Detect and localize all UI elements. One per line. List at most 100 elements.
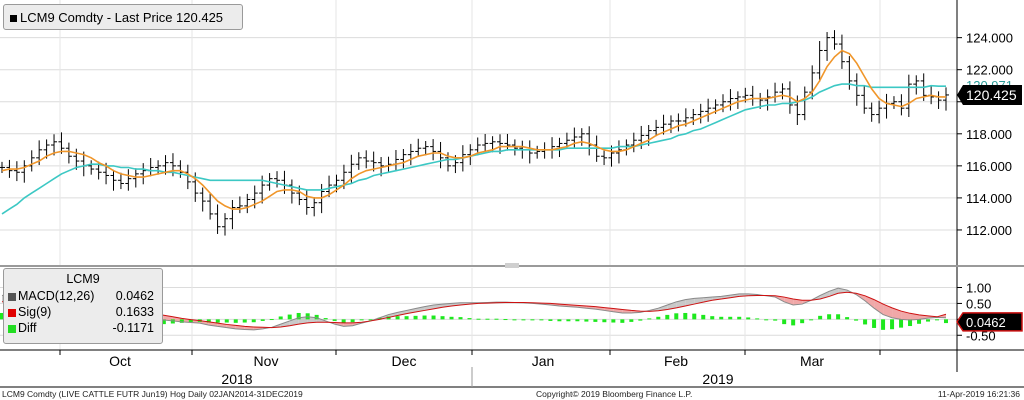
diff-bar xyxy=(917,319,922,324)
footer-timestamp: 11-Apr-2019 16:21:36 xyxy=(937,389,1020,399)
diff-bar xyxy=(431,315,436,320)
macd-last-flag: 0.0462 xyxy=(966,315,1006,330)
diff-bar xyxy=(557,319,562,322)
diff-bar xyxy=(404,316,409,320)
signal-legend-value: 0.1633 xyxy=(115,305,154,319)
diff-bar xyxy=(944,319,948,324)
diff-swatch xyxy=(8,324,16,333)
last-price-flag: 120.425 xyxy=(966,87,1017,103)
diff-bar xyxy=(269,319,274,321)
diff-bar xyxy=(755,318,760,320)
price-legend[interactable]: LCM9 Comdty - Last Price 120.425 xyxy=(3,4,243,30)
price-axis-ticks: 112.000 114.000 116.000 118.000 122.000 124.0… xyxy=(957,31,1013,238)
diff-bar xyxy=(260,319,265,321)
diff-bar xyxy=(710,316,715,320)
macd-fill-segment xyxy=(901,311,911,320)
diff-bar xyxy=(665,314,670,320)
diff-bar xyxy=(359,319,364,321)
diff-histogram xyxy=(0,312,948,330)
diff-bar xyxy=(593,319,598,322)
footer-bar: LCM9 Comdty (LIVE CATTLE FUTR Jun19) Hog… xyxy=(0,388,1024,400)
diff-bar xyxy=(341,319,346,323)
macd-fill-segment xyxy=(280,320,290,327)
diff-bar xyxy=(512,319,517,321)
diff-bar xyxy=(323,318,328,320)
moving-averages xyxy=(1,49,946,215)
price-tick-label: 116.000 xyxy=(966,159,1012,174)
diff-bar xyxy=(629,319,634,322)
diff-bar xyxy=(719,316,724,320)
diff-bar xyxy=(368,319,373,321)
signal-legend-label: Sig(9) xyxy=(18,305,52,319)
diff-bar xyxy=(863,319,868,325)
diff-bar xyxy=(926,319,931,322)
diff-bar xyxy=(179,319,184,323)
diff-bar xyxy=(773,319,778,321)
fast-moving-average xyxy=(1,49,946,210)
diff-bar xyxy=(350,319,355,323)
main-gridlines xyxy=(0,0,957,265)
macd-tick-label: 1.00 xyxy=(966,281,991,296)
footer-security-info: LCM9 Comdty (LIVE CATTLE FUTR Jun19) Hog… xyxy=(2,389,303,399)
diff-bar xyxy=(314,314,319,320)
diff-bar xyxy=(530,319,535,321)
month-label: Feb xyxy=(664,353,688,369)
macd-fill-segment xyxy=(838,288,848,294)
main-panel xyxy=(0,0,957,265)
panel-splitter-handle[interactable] xyxy=(505,263,519,268)
diff-bar xyxy=(728,316,733,320)
macd-tick-label: -0.50 xyxy=(966,328,996,343)
diff-bar xyxy=(791,319,796,326)
diff-legend-label: Diff xyxy=(18,321,37,335)
diff-bar xyxy=(503,319,508,321)
price-tick-label: 112.000 xyxy=(966,223,1012,238)
diff-bar xyxy=(845,317,850,320)
diff-bar xyxy=(782,319,787,325)
price-tick-label: 122.000 xyxy=(966,63,1013,78)
diff-bar xyxy=(746,317,751,320)
macd-fill-segment xyxy=(667,301,677,310)
macd-legend[interactable]: LCM9 MACD(12,26) 0.0462 Sig(9) 0.1633 Di… xyxy=(3,268,163,344)
diff-bar xyxy=(548,319,553,321)
macd-fill-segment xyxy=(298,316,308,325)
diff-bar xyxy=(575,319,580,322)
diff-bar xyxy=(395,316,400,320)
diff-bar xyxy=(656,316,661,320)
diff-bar xyxy=(224,319,229,323)
diff-bar xyxy=(413,315,418,320)
diff-bar xyxy=(800,319,805,324)
diff-bar xyxy=(602,319,607,323)
year-label: 2018 xyxy=(221,371,252,387)
diff-bar xyxy=(458,317,463,320)
signal-legend-row: Sig(9) 0.1633 xyxy=(8,305,158,320)
diff-bar xyxy=(206,319,211,323)
time-axis-ticks: Oct Nov Dec Jan Feb Mar 2018 2019 xyxy=(59,350,881,387)
macd-legend-title: LCM9 xyxy=(66,272,100,286)
diff-bar xyxy=(440,316,445,320)
macd-fill-segment xyxy=(793,298,803,306)
diff-bar xyxy=(620,319,625,323)
diff-bar xyxy=(854,319,859,321)
signal-swatch xyxy=(8,308,16,317)
diff-bar xyxy=(278,316,283,320)
diff-bar xyxy=(908,319,913,327)
diff-bar xyxy=(377,317,382,320)
macd-fill-segment xyxy=(289,317,299,326)
diff-bar xyxy=(215,319,220,323)
diff-bar xyxy=(611,319,616,323)
diff-bar xyxy=(296,312,301,320)
diff-bar xyxy=(161,319,166,325)
diff-bar xyxy=(188,319,193,323)
diff-bar xyxy=(332,319,337,321)
diff-bar xyxy=(422,315,427,320)
price-series-marker xyxy=(10,15,17,23)
month-label: Dec xyxy=(392,353,417,369)
price-tick-label: 118.000 xyxy=(966,127,1012,142)
diff-bar xyxy=(836,314,841,320)
macd-fill-segment xyxy=(784,297,794,306)
macd-legend-row: MACD(12,26) 0.0462 xyxy=(8,289,158,304)
diff-bar xyxy=(233,319,238,323)
diff-bar xyxy=(899,319,904,328)
diff-bar xyxy=(485,318,490,320)
diff-bar xyxy=(467,318,472,320)
